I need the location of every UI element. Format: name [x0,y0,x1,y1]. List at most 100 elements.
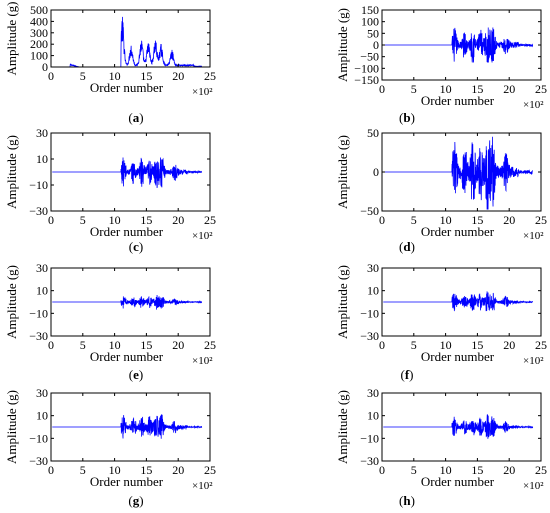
y-tick-label: 200 [30,37,48,51]
y-axis-label: Amplitude (g) [4,390,19,464]
x-tick-label: 15 [140,213,152,227]
x-axis-label: Order number [90,224,164,239]
x-axis-multiplier: ×10² [523,99,544,111]
x-tick-label: 0 [48,463,54,477]
signal-series-line [383,291,533,312]
x-axis-label: Order number [90,474,164,489]
panel-caption: (f) [400,367,413,382]
x-tick-label: 20 [503,338,515,352]
panel-caption: (c) [129,239,143,254]
x-tick-label: 25 [204,69,216,83]
x-tick-label: 0 [379,82,385,96]
x-tick-label: 10 [440,463,452,477]
x-axis-label: Order number [421,474,495,489]
x-axis-multiplier: ×10² [192,86,213,98]
signal-series-line [383,136,534,210]
plot-frame [50,9,211,68]
x-tick-label: 5 [411,463,417,477]
y-tick-label: 10 [36,284,48,298]
y-tick-label: 300 [30,26,48,40]
x-axis-multiplier: ×10² [192,230,213,242]
x-tick-label: 20 [503,463,515,477]
x-tick-label: 25 [535,82,547,96]
y-tick-label: −10 [29,178,48,192]
x-tick-label: 10 [109,213,121,227]
panel-caption: (b) [399,110,415,125]
y-tick-label: −30 [29,329,48,343]
panel-caption: (g) [128,493,143,508]
x-tick-label: 0 [379,463,385,477]
x-tick-label: 20 [172,338,184,352]
x-tick-label: 25 [535,213,547,227]
x-tick-label: 15 [471,82,483,96]
chart-panel-e: 0 5 10 15 20 25 −30 −10 10 30 Order number ×10² Ampl… [4,261,216,382]
plot-frame [381,392,542,462]
x-tick-label: 5 [80,213,86,227]
x-tick-label: 10 [440,338,452,352]
y-tick-label: 50 [367,26,379,40]
y-tick-label: 0 [42,60,48,74]
y-tick-label: −100 [354,61,379,75]
x-tick-label: 15 [471,338,483,352]
x-tick-label: 25 [204,213,216,227]
signal-series-line [383,27,534,63]
x-tick-label: 5 [80,69,86,83]
signal-series-line [52,16,203,68]
y-axis-label: Amplitude (g) [335,265,350,339]
plot-frame [50,267,211,337]
x-tick-label: 15 [471,463,483,477]
y-tick-label: −10 [29,431,48,445]
x-tick-label: 5 [411,338,417,352]
plot-frame [50,132,211,212]
y-tick-label: 30 [36,386,48,400]
x-tick-label: 10 [109,463,121,477]
x-tick-label: 25 [204,463,216,477]
y-tick-label: −10 [29,306,48,320]
x-axis-multiplier: ×10² [523,355,544,367]
y-tick-label: 10 [36,409,48,423]
y-tick-label: 150 [361,3,379,17]
x-axis-label: Order number [90,349,164,364]
y-tick-label: −30 [29,454,48,468]
x-tick-label: 20 [172,69,184,83]
y-axis-label: Amplitude (g) [4,1,19,75]
x-tick-label: 25 [535,463,547,477]
y-tick-label: −30 [360,454,379,468]
y-tick-label: 30 [36,126,48,140]
x-axis-multiplier: ×10² [523,230,544,242]
x-axis-multiplier: ×10² [192,355,213,367]
chart-panel-c: 0 5 10 15 20 25 −30 −10 10 30 Order number ×10² Ampl… [4,126,216,254]
signal-series-line [383,414,534,439]
x-tick-label: 5 [80,463,86,477]
x-tick-label: 0 [48,213,54,227]
y-axis-label: Amplitude (g) [335,135,350,209]
y-tick-label: 30 [367,386,379,400]
x-tick-label: 15 [140,338,152,352]
panel-caption: (a) [128,110,143,125]
x-tick-label: 10 [109,338,121,352]
panel-caption: (d) [399,239,415,254]
y-tick-label: −30 [29,204,48,218]
y-axis-label: Amplitude (g) [4,135,19,209]
y-tick-label: 100 [361,15,379,29]
y-axis-label: Amplitude (g) [4,265,19,339]
y-tick-label: −10 [360,431,379,445]
y-tick-label: 10 [36,152,48,166]
chart-panel-g: 0 5 10 15 20 25 −30 −10 10 30 Order number ×10² Ampl… [4,386,216,508]
x-tick-label: 25 [535,338,547,352]
x-tick-label: 0 [379,213,385,227]
signal-series-line [52,157,203,188]
y-tick-label: −150 [354,73,379,87]
y-tick-label: −50 [360,50,379,64]
signal-series-line [52,294,203,310]
y-tick-label: 500 [30,3,48,17]
x-tick-label: 5 [411,82,417,96]
panel-caption: (h) [399,493,415,508]
y-axis-label: Amplitude (g) [335,8,350,82]
x-tick-label: 0 [48,69,54,83]
x-axis-label: Order number [421,224,495,239]
